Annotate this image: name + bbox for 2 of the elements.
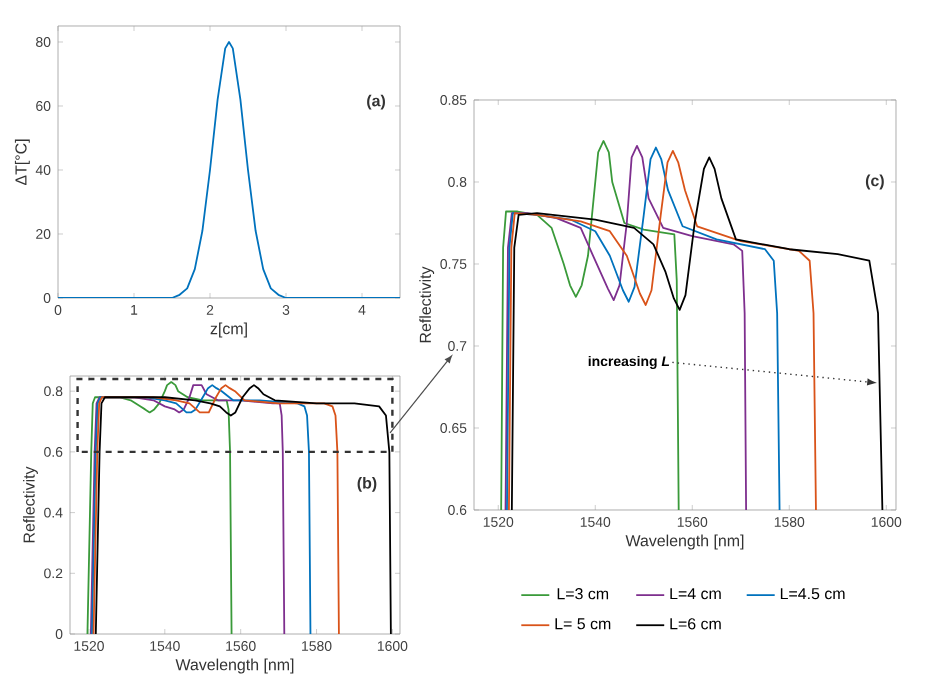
line-series (510, 156, 884, 510)
line-series (500, 140, 680, 510)
